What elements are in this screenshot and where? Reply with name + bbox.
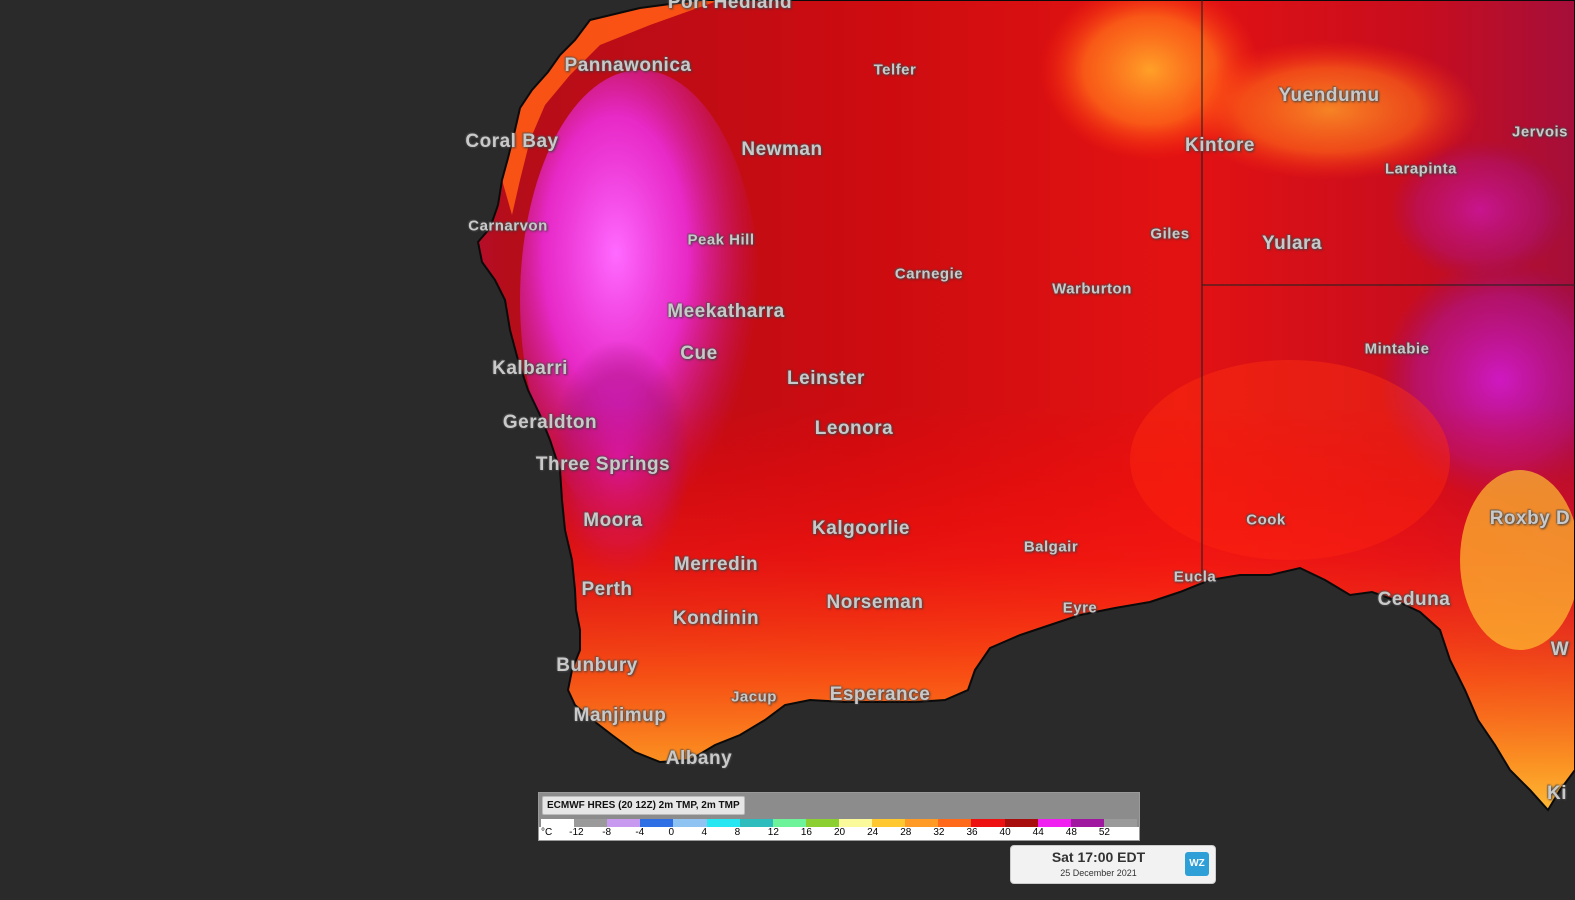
valid-date: 25 December 2021 [1060,868,1137,878]
place-label-peak-hill: Peak Hill [687,231,755,249]
place-label-newman: Newman [741,139,823,160]
place-label-coral-bay: Coral Bay [465,131,559,152]
legend-tick: 0 [668,827,674,838]
place-label-yulara: Yulara [1261,233,1323,254]
legend-tick: -8 [602,827,612,838]
place-label-telfer: Telfer [873,61,917,79]
place-label-mintabie: Mintabie [1364,340,1430,358]
legend-tick: 44 [1032,827,1044,838]
place-label-ki: Ki [1547,783,1567,804]
legend-swatch [805,819,839,827]
place-label-manjimup: Manjimup [573,705,667,726]
legend-swatch [872,819,906,827]
legend-tick: 36 [966,827,978,838]
legend-swatch [739,819,773,827]
place-label-port-hedland: Port Hedland [667,0,793,13]
valid-time-box: Sat 17:00 EDT 25 December 2021 WZ [1010,845,1216,884]
legend-tick: -12 [569,827,584,838]
legend-tick: -4 [635,827,645,838]
place-label-bunbury: Bunbury [556,655,638,676]
legend-swatch [1037,819,1071,827]
legend-unit: °C [541,827,553,838]
legend-tick: 52 [1098,827,1110,838]
logo-text: WZ [1189,858,1205,869]
place-label-moora: Moora [583,510,643,531]
legend-swatch [1103,819,1137,827]
legend-tick: 40 [999,827,1011,838]
place-label-jacup: Jacup [731,688,777,706]
place-label-w: W [1550,639,1570,660]
legend-tick: 32 [933,827,945,838]
place-label-larapinta: Larapinta [1384,160,1458,178]
legend-tick: 4 [701,827,708,838]
place-label-kintore: Kintore [1185,135,1255,156]
place-label-cue: Cue [680,343,718,364]
place-label-kalbarri: Kalbarri [492,358,568,379]
weatherzone-logo[interactable]: WZ [1185,852,1209,876]
place-label-giles: Giles [1150,225,1190,243]
place-label-leonora: Leonora [814,418,894,439]
place-label-balgair: Balgair [1023,538,1079,556]
legend-swatch [1070,819,1104,827]
place-label-three-springs: Three Springs [535,454,671,475]
legend-tick: 12 [767,827,779,838]
legend-tick: 8 [734,827,741,838]
place-label-carnegie: Carnegie [894,265,964,283]
valid-time: Sat 17:00 EDT [1051,849,1146,865]
place-label-warburton: Warburton [1052,280,1132,298]
legend-tick: 28 [900,827,912,838]
place-label-albany: Albany [665,748,733,769]
legend-swatch [706,819,740,827]
place-label-pannawonica: Pannawonica [564,55,692,76]
legend-color-bar [541,819,1137,827]
place-label-kondinin: Kondinin [672,608,760,629]
legend-swatch [607,819,641,827]
place-label-yuendumu: Yuendumu [1278,85,1380,106]
legend-tick: 48 [1065,827,1077,838]
place-label-cook: Cook [1246,511,1286,529]
legend-tick: 24 [867,827,879,838]
color-legend: ECMWF HRES (20 12Z) 2m TMP, 2m TMP °C -1… [538,792,1140,841]
place-label-eucla: Eucla [1173,568,1217,586]
place-label-leinster: Leinster [787,368,865,389]
place-label-ceduna: Ceduna [1377,589,1451,610]
place-label-eyre: Eyre [1062,599,1098,617]
place-label-esperance: Esperance [829,684,931,705]
legend-swatch [971,819,1005,827]
place-label-kalgoorlie: Kalgoorlie [812,518,910,539]
place-label-perth: Perth [581,579,633,600]
legend-swatch [905,819,939,827]
legend-swatch [1004,819,1038,827]
place-label-geraldton: Geraldton [502,412,598,433]
legend-tick: 20 [834,827,846,838]
place-label-carnarvon: Carnarvon [468,217,548,235]
place-label-roxby-d: Roxby D [1489,508,1571,529]
place-label-norseman: Norseman [826,592,924,613]
legend-ticks: °C -12 -8 -4 0 4 8 12 16 20 24 28 32 36 40 44 48 52 [539,827,1139,840]
legend-swatch [772,819,806,827]
legend-swatch [838,819,873,827]
place-label-jervois: Jervois [1511,123,1569,141]
legend-swatch [938,819,972,827]
legend-swatch [640,819,674,827]
legend-title: ECMWF HRES (20 12Z) 2m TMP, 2m TMP [542,796,745,815]
place-label-merredin: Merredin [673,554,759,575]
legend-swatch [673,819,707,827]
legend-swatch [574,819,608,827]
legend-tick: 16 [800,827,812,838]
legend-swatch [541,819,575,827]
place-label-meekatharra: Meekatharra [667,301,785,322]
